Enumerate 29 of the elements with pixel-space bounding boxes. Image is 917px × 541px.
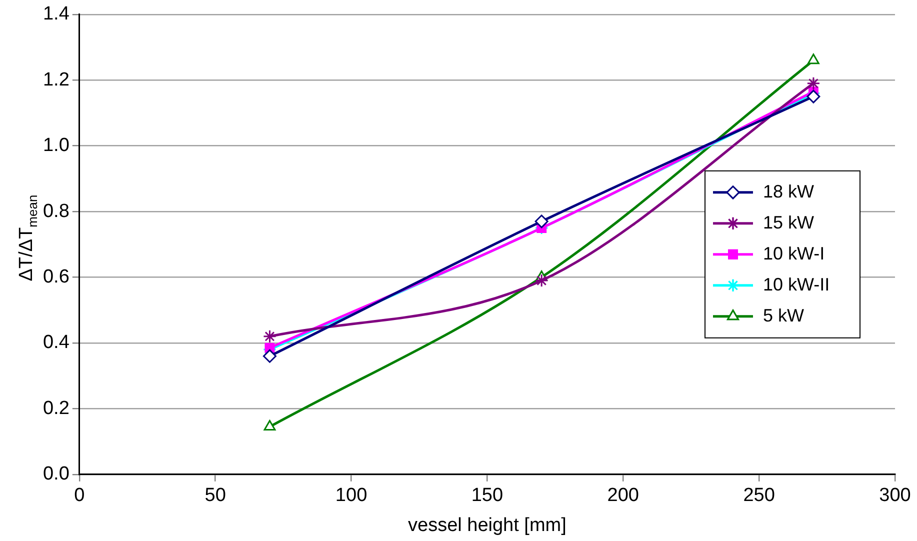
legend-label: 10 kW-I	[763, 243, 825, 264]
x-tick-label: 50	[204, 485, 226, 506]
y-tick-label: 0.2	[42, 398, 70, 419]
x-tick-label: 150	[471, 485, 504, 506]
x-tick-label: 300	[879, 485, 911, 506]
x-axis-title: vessel height [mm]	[408, 514, 566, 536]
y-tick-label: 0.6	[42, 266, 70, 288]
point	[807, 54, 820, 64]
y-tick-label: 0.0	[42, 464, 70, 485]
y-tick-label: 1.4	[42, 4, 70, 25]
legend-label: 10 kW-II	[763, 274, 830, 294]
point	[534, 274, 548, 288]
y-tick-label: 0.8	[42, 200, 70, 222]
point	[534, 214, 548, 228]
x-tick-label: 0	[74, 485, 85, 506]
x-tick-label: 100	[335, 485, 368, 506]
point	[806, 76, 820, 90]
legend-label: 5 kW	[763, 305, 804, 326]
y-tick-label: 1.2	[42, 69, 70, 90]
x-tick-label: 200	[607, 485, 639, 506]
point	[806, 90, 820, 104]
legend-label: 15 kW	[763, 212, 814, 232]
legend-label: 18 kW	[763, 181, 814, 202]
y-tick-label: 1.0	[42, 135, 70, 156]
point	[262, 330, 276, 344]
y-tick-label: 0.4	[42, 332, 70, 354]
point	[264, 420, 276, 431]
point	[262, 349, 276, 363]
x-tick-label: 250	[743, 485, 775, 506]
